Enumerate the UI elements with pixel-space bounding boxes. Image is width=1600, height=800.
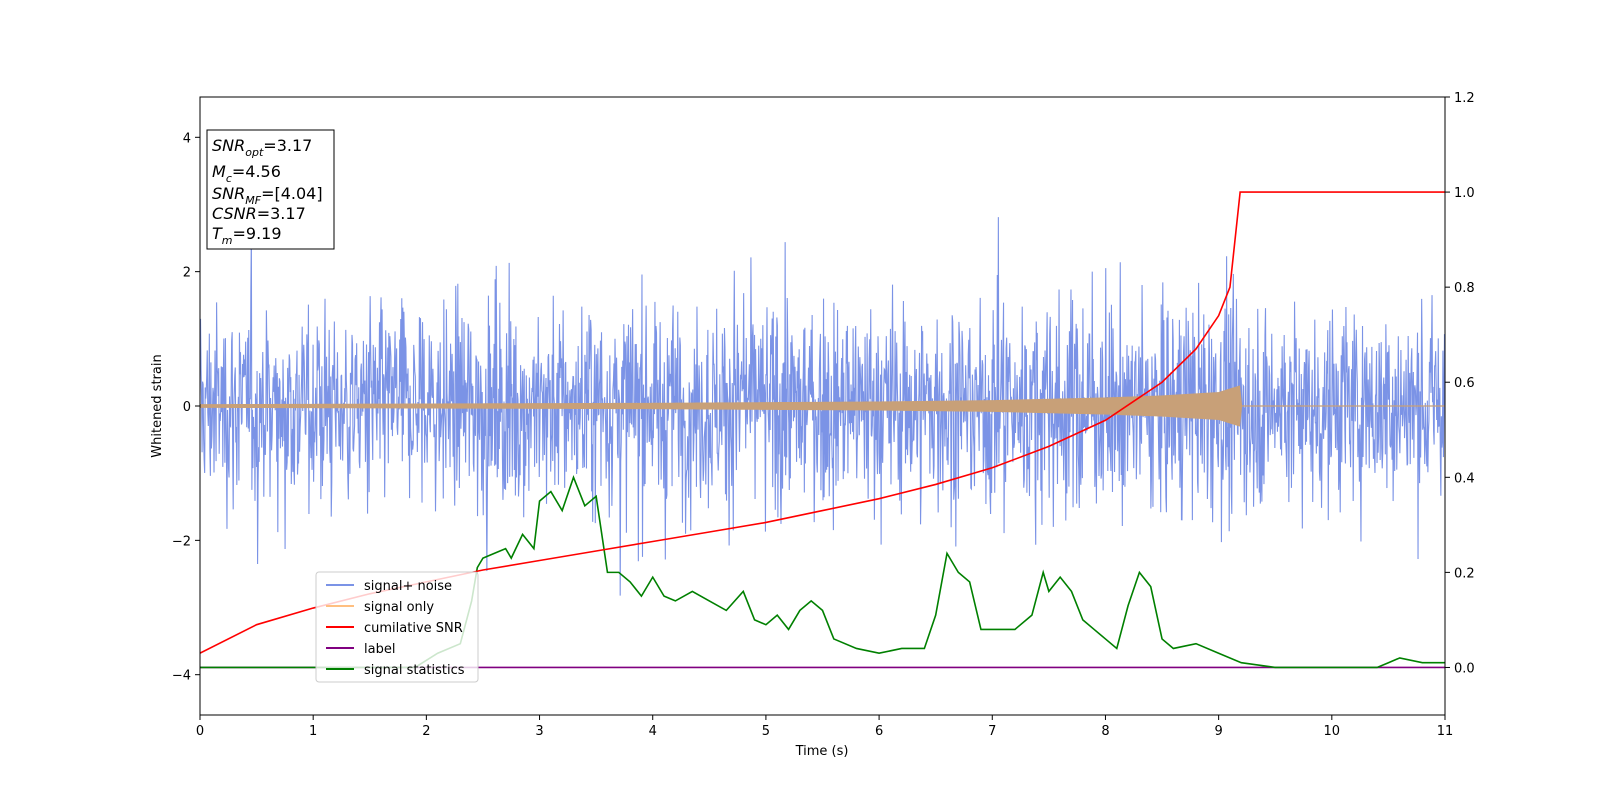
right-y-tick-label: 1.2 — [1454, 91, 1475, 106]
legend-label: signal statistics — [364, 663, 465, 678]
x-tick-label: 1 — [309, 724, 317, 739]
left-y-tick-label: −2 — [172, 534, 191, 549]
legend-label: signal only — [364, 600, 434, 615]
right-y-tick-label: 0.2 — [1454, 566, 1475, 581]
info-tm: Tm=9.19 — [212, 224, 282, 247]
x-tick-label: 10 — [1324, 724, 1341, 739]
right-y-tick-label: 0.6 — [1454, 376, 1475, 391]
x-tick-label: 7 — [988, 724, 996, 739]
x-tick-label: 9 — [1214, 724, 1222, 739]
legend-frame — [315, 571, 479, 683]
right-y-tick-label: 0.0 — [1454, 661, 1475, 676]
x-tick-label: 3 — [535, 724, 543, 739]
x-tick-label: 8 — [1101, 724, 1109, 739]
info-csnr: CSNR=3.17 — [212, 204, 306, 223]
x-tick-label: 2 — [422, 724, 430, 739]
legend-label: signal+ noise — [364, 579, 452, 594]
right-y-axis-ticks: 0.0 0.2 0.4 0.6 0.8 1.0 1.2 — [1445, 91, 1475, 676]
legend-label: cumilative SNR — [364, 621, 463, 636]
x-tick-label: 6 — [875, 724, 883, 739]
left-y-tick-label: −4 — [172, 669, 191, 684]
signal-plus-noise-line — [200, 217, 1445, 596]
left-y-tick-label: 0 — [183, 400, 191, 415]
y-axis-label: Whitened strain — [150, 354, 165, 457]
x-tick-label: 11 — [1437, 724, 1454, 739]
x-axis-label: Time (s) — [795, 744, 849, 759]
x-axis-ticks: 0 1 2 3 4 5 6 7 8 9 10 11 — [196, 715, 1453, 739]
left-y-tick-label: 4 — [183, 131, 191, 146]
info-box-frame — [206, 129, 335, 250]
info-box: SNRopt=3.17 Mc=4.56 SNRMF=[4.04] CSNR=3.… — [206, 129, 335, 250]
signal-only-series — [200, 385, 1445, 427]
legend: signal+ noise signal only cumilative SNR la… — [315, 571, 479, 683]
right-y-tick-label: 0.8 — [1454, 281, 1475, 296]
left-y-tick-label: 2 — [183, 266, 191, 281]
x-tick-label: 5 — [762, 724, 770, 739]
info-mc: Mc=4.56 — [212, 162, 281, 185]
noise-series — [200, 217, 1445, 596]
info-snr-opt: SNRopt=3.17 — [212, 136, 312, 159]
info-snr-mf: SNRMF=[4.04] — [212, 184, 323, 207]
x-tick-label: 4 — [649, 724, 657, 739]
signal-statistics-line — [200, 474, 1445, 669]
right-y-tick-label: 0.4 — [1454, 471, 1475, 486]
legend-label: label — [364, 642, 395, 657]
left-y-axis-ticks: −4 −2 0 2 4 — [172, 131, 200, 684]
x-tick-label: 0 — [196, 724, 204, 739]
right-y-tick-label: 1.0 — [1454, 186, 1475, 201]
